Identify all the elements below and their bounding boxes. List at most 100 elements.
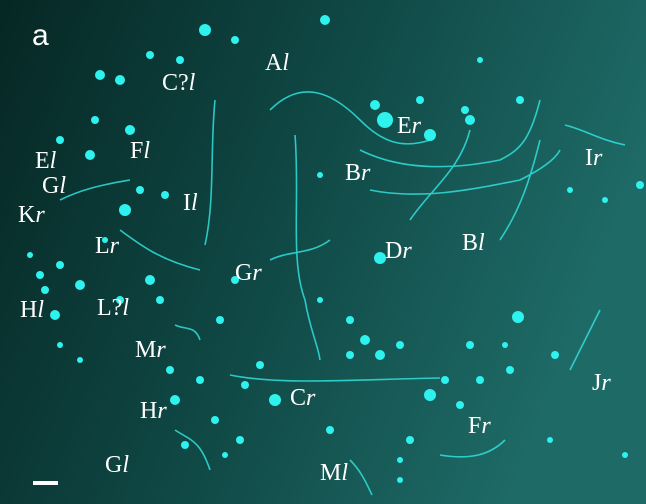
punctum — [461, 106, 469, 114]
neuron-label: Br — [345, 160, 371, 186]
punctum — [41, 286, 49, 294]
neuron-label: Fl — [130, 138, 150, 164]
neuron-label: El — [35, 148, 57, 174]
neuron-label: Al — [265, 50, 289, 76]
punctum — [476, 376, 484, 384]
label-side: r — [306, 385, 316, 411]
label-letter: G — [235, 260, 252, 286]
punctum — [50, 310, 60, 320]
label-side: l — [122, 295, 129, 321]
neuron-label: Mr — [135, 337, 166, 363]
punctum — [346, 351, 354, 359]
label-side: l — [50, 148, 57, 174]
neuron-label: Bl — [462, 230, 485, 256]
label-letter: G — [105, 452, 122, 478]
punctum — [56, 136, 64, 144]
label-letter: F — [468, 413, 481, 439]
label-side: l — [122, 452, 129, 478]
label-letter: G — [42, 173, 59, 199]
punctum — [146, 51, 154, 59]
punctum — [236, 436, 244, 444]
punctum — [547, 437, 553, 443]
label-side: r — [157, 398, 167, 424]
label-letter: H — [20, 297, 37, 323]
punctum — [115, 75, 125, 85]
label-side: r — [110, 233, 120, 259]
punctum — [424, 129, 436, 141]
neuron-label: Gl — [105, 452, 129, 478]
punctum — [145, 275, 155, 285]
punctum — [119, 204, 131, 216]
punctum — [516, 96, 524, 104]
punctum — [199, 24, 211, 36]
neuron-label: Er — [397, 113, 422, 139]
punctum — [27, 252, 33, 258]
punctum — [77, 357, 83, 363]
punctum — [397, 457, 403, 463]
label-letter: E — [35, 148, 50, 174]
punctum — [256, 361, 264, 369]
punctum — [216, 316, 224, 324]
label-side: l — [191, 190, 198, 216]
punctum — [95, 70, 105, 80]
label-side: l — [189, 70, 196, 96]
label-letter: I — [585, 145, 593, 171]
punctum — [176, 56, 184, 64]
neuron-label: Gr — [235, 260, 262, 286]
punctum — [222, 452, 228, 458]
label-letter: J — [592, 370, 601, 396]
neuron-label: Ml — [320, 460, 348, 486]
punctum — [370, 100, 380, 110]
punctum — [360, 335, 370, 345]
punctum — [241, 381, 249, 389]
label-side: l — [478, 230, 485, 256]
neuron-label: C?l — [162, 70, 196, 96]
label-letter: M — [320, 460, 341, 486]
punctum — [196, 376, 204, 384]
neuron-label: Fr — [468, 413, 491, 439]
neuron-label: Jr — [592, 370, 611, 396]
punctum — [211, 416, 219, 424]
punctum — [56, 261, 64, 269]
label-letter: L? — [97, 295, 122, 321]
punctum — [456, 401, 464, 409]
punctum — [57, 342, 63, 348]
punctum — [397, 477, 403, 483]
punctum — [512, 311, 524, 323]
punctum — [317, 172, 323, 178]
punctum — [170, 395, 180, 405]
label-letter: B — [462, 230, 478, 256]
punctum — [377, 112, 393, 128]
panel-label: a — [32, 19, 49, 52]
label-side: r — [361, 160, 371, 186]
label-letter: B — [345, 160, 361, 186]
neuron-label: Cr — [290, 385, 316, 411]
label-side: r — [402, 238, 412, 264]
neuron-label: Il — [183, 190, 198, 216]
neuron-label: Gl — [42, 173, 66, 199]
label-letter: M — [135, 337, 156, 363]
label-letter: E — [397, 113, 412, 139]
scale-bar — [33, 481, 58, 485]
punctum — [346, 316, 354, 324]
punctum — [424, 389, 436, 401]
label-side: r — [481, 413, 491, 439]
punctum — [136, 186, 144, 194]
neuron-label: Dr — [385, 238, 412, 264]
punctum — [125, 125, 135, 135]
punctum — [161, 191, 169, 199]
punctum — [269, 394, 281, 406]
label-side: r — [35, 202, 45, 228]
punctum — [636, 181, 644, 189]
neuron-label: Ir — [585, 145, 603, 171]
label-letter: A — [265, 50, 283, 76]
punctum — [477, 57, 483, 63]
punctum — [466, 341, 474, 349]
label-side: l — [37, 297, 44, 323]
label-side: r — [412, 113, 422, 139]
punctum — [406, 436, 414, 444]
label-letter: H — [140, 398, 157, 424]
punctum — [375, 350, 385, 360]
punctum — [502, 342, 508, 348]
neuron-label: L?l — [97, 295, 129, 321]
